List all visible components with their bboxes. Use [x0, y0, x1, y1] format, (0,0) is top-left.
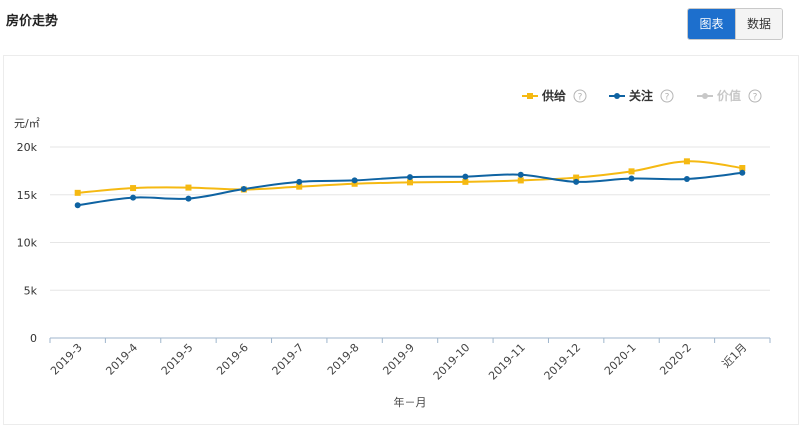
data-point-square — [573, 174, 580, 181]
chart-view-button[interactable]: 图表 — [688, 9, 735, 39]
help-icon-ring — [748, 89, 762, 103]
data-point-square — [628, 168, 635, 175]
data-point-circle — [296, 178, 303, 185]
x-tick-label: 2019-10 — [431, 341, 473, 383]
help-icon[interactable]: ? — [660, 89, 674, 103]
legend-marker-circle — [614, 93, 620, 99]
help-icon-glyph: ? — [665, 93, 670, 103]
x-tick-label: 近1月 — [720, 341, 750, 371]
legend: 供给? 关注? 价值? — [522, 88, 762, 103]
y-tick-label: 10k — [17, 237, 38, 250]
y-tick-label: 15k — [17, 189, 38, 202]
legend-label: 供给 — [541, 88, 566, 103]
grid-lines — [50, 146, 770, 291]
legend-marker-circle — [702, 93, 708, 99]
x-tick-label: 2019-5 — [159, 341, 196, 378]
x-tick-label: 2019-7 — [270, 341, 307, 378]
data-point-circle — [185, 195, 192, 202]
x-tick-label: 2019-12 — [542, 341, 584, 383]
series-lines — [74, 158, 746, 209]
data-point-circle — [517, 171, 524, 178]
data-view-button[interactable]: 数据 — [735, 9, 782, 39]
y-tick-label: 5k — [24, 284, 38, 297]
legend-item[interactable]: 关注? — [609, 88, 674, 103]
data-point-square — [130, 185, 137, 192]
data-point-circle — [407, 174, 413, 181]
help-icon-glyph: ? — [578, 93, 583, 103]
data-point-square — [517, 177, 524, 184]
x-axis: 2019-3 2019-4 2019-5 2019-6 2019-7 2019-8 2019… — [48, 337, 771, 409]
help-icon-ring — [573, 89, 587, 103]
data-point-square — [185, 184, 192, 191]
x-tick-label: 2020-2 — [657, 341, 694, 378]
data-point-square — [462, 178, 469, 185]
y-tick-label: 20k — [17, 141, 38, 154]
legend-marker-square — [527, 93, 533, 99]
help-icon-ring — [660, 89, 674, 103]
x-tick-label: 2019-11 — [486, 341, 528, 383]
data-point-circle — [739, 169, 746, 176]
x-tick-label: 2019-8 — [325, 341, 362, 378]
help-icon[interactable]: ? — [748, 89, 762, 103]
x-tick-label: 2019-9 — [380, 341, 417, 378]
data-point-circle — [573, 178, 580, 185]
data-point-square — [296, 183, 303, 190]
data-point-circle — [130, 194, 137, 201]
y-tick-label: 0 — [30, 332, 37, 345]
legend-item[interactable]: 价值? — [697, 88, 762, 103]
data-point-circle — [351, 177, 358, 184]
y-axis-label: 元/㎡ — [14, 117, 40, 130]
data-point-square — [74, 189, 81, 196]
x-tick-label: 2019-4 — [103, 341, 140, 378]
x-axis-label: 年－月 — [394, 395, 427, 409]
data-point-square — [739, 165, 746, 172]
data-point-circle — [683, 175, 690, 182]
y-axis: 0 5k 10k 15k 20k 元/㎡ — [14, 117, 40, 345]
data-point-circle — [74, 202, 81, 209]
data-point-square — [683, 158, 690, 165]
x-tick-label: 2020-1 — [602, 341, 639, 378]
data-point-square — [351, 180, 358, 187]
view-toggle: 图表 数据 — [687, 8, 783, 40]
data-point-square — [407, 179, 413, 186]
page-title: 房价走势 — [6, 14, 59, 29]
legend-label: 关注 — [629, 88, 653, 103]
x-tick-label: 2019-3 — [48, 341, 85, 378]
help-icon[interactable]: ? — [573, 89, 587, 103]
data-point-circle — [462, 173, 469, 180]
legend-label: 价值 — [717, 88, 741, 103]
help-icon-glyph: ? — [753, 93, 758, 103]
data-point-circle — [628, 175, 635, 182]
legend-item[interactable]: 供给? — [522, 88, 587, 103]
data-point-circle — [240, 186, 247, 193]
x-tick-label: 2019-6 — [214, 341, 251, 378]
